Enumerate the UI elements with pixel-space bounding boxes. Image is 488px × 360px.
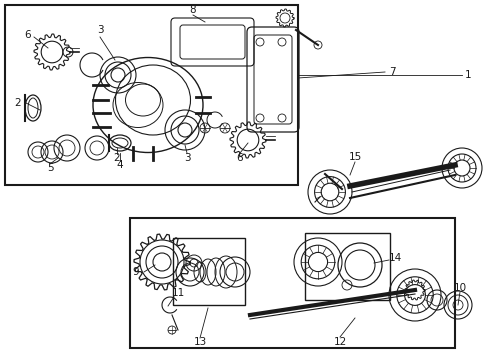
Text: 13: 13: [193, 337, 206, 347]
Text: 10: 10: [452, 283, 466, 293]
Text: 11: 11: [171, 288, 184, 298]
Text: 8: 8: [189, 5, 196, 15]
Text: 3: 3: [97, 25, 103, 35]
Bar: [5, 5, 297, 185]
Text: 4: 4: [117, 160, 123, 170]
Text: 2: 2: [15, 98, 21, 108]
Text: 3: 3: [183, 153, 190, 163]
Text: 5: 5: [46, 163, 53, 173]
Text: 7: 7: [388, 67, 394, 77]
Text: 1: 1: [464, 70, 470, 80]
Text: 2: 2: [113, 153, 120, 163]
Text: 9: 9: [132, 267, 139, 277]
Bar: [173, 238, 244, 305]
Text: 15: 15: [347, 152, 361, 162]
Text: 6: 6: [24, 30, 31, 40]
Text: 14: 14: [387, 253, 401, 263]
Text: 12: 12: [333, 337, 346, 347]
Bar: [130, 218, 454, 348]
Bar: [305, 233, 389, 300]
Text: 6: 6: [236, 153, 243, 163]
